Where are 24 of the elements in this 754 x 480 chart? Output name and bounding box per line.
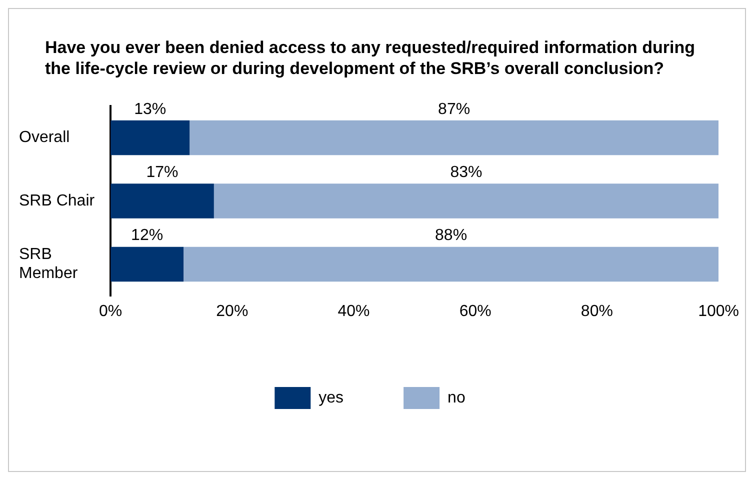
x-tick-label: 0% bbox=[99, 302, 122, 320]
data-label: 88% bbox=[435, 227, 468, 244]
data-label: 83% bbox=[450, 164, 482, 182]
y-tick-label: Overall bbox=[19, 129, 70, 146]
x-tick-label: 100% bbox=[698, 302, 739, 320]
data-label: 12% bbox=[131, 227, 164, 244]
chart-title: Have you ever been denied access to any requested/required information during the life-cycle review or during development of the SRB’s overall conclusion? bbox=[44, 37, 696, 79]
bar bbox=[190, 120, 719, 156]
bar bbox=[214, 184, 719, 218]
bar bbox=[110, 184, 214, 218]
x-tick-label: 20% bbox=[216, 302, 248, 320]
legend-label: yes bbox=[318, 389, 344, 406]
x-tick-label: 60% bbox=[459, 302, 492, 320]
bar bbox=[110, 246, 184, 282]
x-tick-label: 40% bbox=[338, 302, 370, 320]
data-label: 13% bbox=[134, 100, 166, 118]
data-label: 17% bbox=[146, 164, 178, 182]
legend-label: no bbox=[448, 389, 466, 406]
bar bbox=[110, 120, 190, 156]
y-tick-label: SRB Member bbox=[19, 246, 78, 282]
data-label: 87% bbox=[438, 100, 470, 118]
y-tick-label: SRB Chair bbox=[19, 192, 96, 210]
bar bbox=[184, 246, 719, 282]
x-tick-label: 80% bbox=[580, 302, 613, 320]
